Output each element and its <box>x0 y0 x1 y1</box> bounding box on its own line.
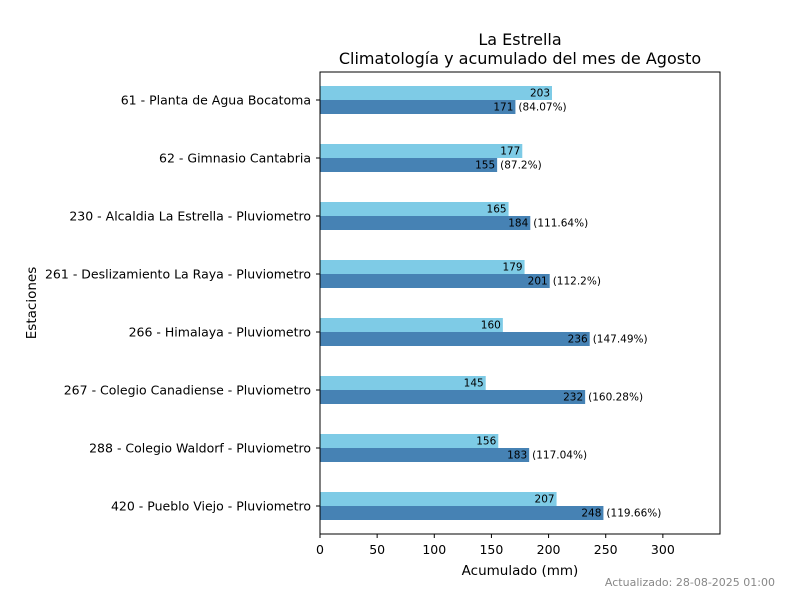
bar-value-label: 171 <box>493 102 513 114</box>
x-tick-label: 0 <box>316 542 324 557</box>
x-tick-label: 300 <box>651 542 675 557</box>
x-tick-label: 150 <box>479 542 503 557</box>
x-ticks: 0 50 100 150 200 250 300 <box>316 534 675 557</box>
bar <box>320 216 531 230</box>
bar-value-label: 160 <box>481 320 501 332</box>
y-tick-labels: 61 - Planta de Agua Bocatoma 62 - Gimnasi… <box>45 93 320 514</box>
y-tick-label: 288 - Colegio Waldorf - Pluviometro <box>89 441 311 456</box>
bar-value-label: 184 <box>508 218 528 230</box>
bar-value-label: 201 <box>528 276 548 288</box>
bar-value-label: 203 <box>530 88 550 100</box>
x-tick-label: 100 <box>422 542 446 557</box>
y-tick-label: 266 - Himalaya - Pluviometro <box>129 325 311 340</box>
y-tick-label: 420 - Pueblo Viejo - Pluviometro <box>111 499 311 514</box>
x-tick-label: 200 <box>537 542 561 557</box>
bar-value-label: 236 <box>568 334 588 346</box>
bar <box>320 158 498 172</box>
bar <box>320 390 586 404</box>
bar <box>320 332 590 346</box>
bar-percent-label: (160.28%) <box>588 392 643 404</box>
bar-percent-label: (117.04%) <box>532 450 587 462</box>
bar-value-label: 145 <box>464 378 484 390</box>
y-tick-label: 61 - Planta de Agua Bocatoma <box>121 93 311 108</box>
bar-value-label: 232 <box>563 392 583 404</box>
bar-value-label: 177 <box>500 146 520 158</box>
x-tick-label: 50 <box>369 542 385 557</box>
bar <box>320 434 499 448</box>
chart-subtitle: Climatología y acumulado del mes de Agos… <box>339 49 701 68</box>
bar <box>320 376 486 390</box>
bar-percent-label: (111.64%) <box>533 218 588 230</box>
x-axis-label: Acumulado (mm) <box>462 563 579 579</box>
chart-title: La Estrella <box>478 30 561 49</box>
y-tick-label: 62 - Gimnasio Cantabria <box>159 151 311 166</box>
bar <box>320 274 550 288</box>
bar-percent-label: (147.49%) <box>593 334 648 346</box>
bar <box>320 448 530 462</box>
y-tick-label: 261 - Deslizamiento La Raya - Pluviometr… <box>45 267 311 282</box>
bar-percent-label: (87.2%) <box>500 160 542 172</box>
x-tick-label: 250 <box>594 542 618 557</box>
bar <box>320 506 604 520</box>
updated-timestamp: Actualizado: 28-08-2025 01:00 <box>605 576 775 589</box>
bar <box>320 86 552 100</box>
bar-value-label: 183 <box>507 450 527 462</box>
bar <box>320 100 516 114</box>
bar-value-label: 156 <box>476 436 496 448</box>
y-tick-label: 267 - Colegio Canadiense - Pluviometro <box>64 383 311 398</box>
y-tick-label: 230 - Alcaldia La Estrella - Pluviometro <box>69 209 311 224</box>
bar-percent-label: (84.07%) <box>518 102 566 114</box>
y-axis-label: Estaciones <box>24 267 40 339</box>
bar-value-label: 165 <box>487 204 507 216</box>
bar-percent-label: (112.2%) <box>553 276 601 288</box>
bar-value-label: 248 <box>581 508 601 520</box>
bar <box>320 492 557 506</box>
bar <box>320 202 509 216</box>
bar-value-label: 155 <box>475 160 495 172</box>
bar-percent-label: (119.66%) <box>606 508 661 520</box>
bar <box>320 260 525 274</box>
bar-value-label: 179 <box>503 262 523 274</box>
bar-value-label: 207 <box>535 494 555 506</box>
plot-frame <box>319 71 721 535</box>
bar <box>320 144 523 158</box>
bar <box>320 318 503 332</box>
